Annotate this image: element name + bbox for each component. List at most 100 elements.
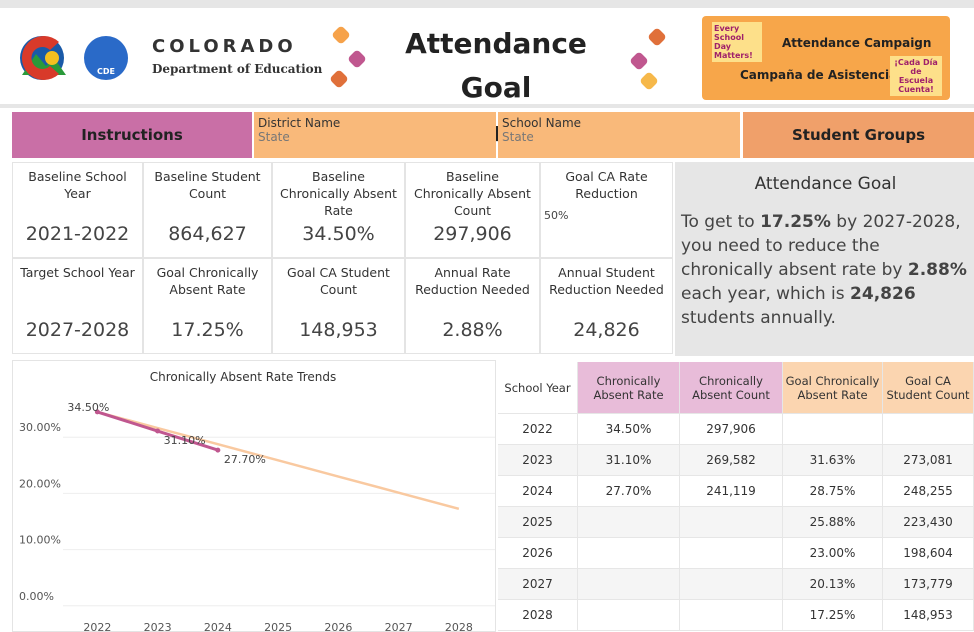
y-tick-label: 20.00% [19,477,61,490]
table-cell: 31.63% [783,445,883,476]
stat-label: Goal CA Rate Reduction [545,168,668,202]
stat-card: Goal CA Rate Reduction50% [540,162,673,258]
campaign-english: Attendance Campaign [782,36,931,50]
table-cell: 34.50% [578,414,680,445]
stat-card: Annual Rate Reduction Needed 2.88% [405,258,540,354]
stat-label: Baseline Chronically Absent Rate [277,168,400,219]
goal-panel: Attendance Goal To get to 17.25% by 2027… [675,162,974,356]
stat-label: Baseline Chronically Absent Count [410,168,535,219]
campaign-banner: Every School Day Matters! Attendance Cam… [702,16,950,100]
column-header: Chronically Absent Rate [578,362,680,414]
page: CDE COLORADO Department of Education Att… [0,0,974,632]
stat-value: 17.25% [144,319,271,341]
table-cell: 20.13% [783,569,883,600]
table-cell [883,414,974,445]
stat-value: 148,953 [273,319,404,341]
data-label: 31.10% [164,434,206,447]
x-tick-label: 2026 [324,621,352,632]
table-cell: 173,779 [883,569,974,600]
column-header: School Year [498,362,578,414]
table-cell: 2028 [498,600,578,631]
stat-card: Annual Student Reduction Needed 24,826 [540,258,673,354]
table-cell: 2022 [498,414,578,445]
series-line [97,412,459,509]
table-cell: 273,081 [883,445,974,476]
stat-label: Annual Student Reduction Needed [545,264,668,298]
table-cell: 2025 [498,507,578,538]
stat-card: Baseline Student Count 864,627 [143,162,272,258]
table-cell: 148,953 [883,600,974,631]
x-tick-label: 2023 [144,621,172,632]
filter-label: District Name [258,116,492,130]
campaign-spanish-tagline: ¡Cada Día de Escuela Cuenta! [890,56,942,96]
filter-label: School Name [502,116,736,130]
x-tick-label: 2027 [385,621,413,632]
table-cell [680,600,783,631]
goal-text-part: To get to [681,212,760,232]
stat-value: 2021-2022 [13,223,142,245]
point [215,448,220,453]
stat-label: Target School Year [17,264,138,281]
table-cell [578,569,680,600]
brand: COLORADO [152,36,297,57]
stat-label: Baseline School Year [17,168,138,202]
department: Department of Education [152,62,322,76]
stat-card: Baseline School Year 2021-2022 [12,162,143,258]
stat-label: Goal Chronically Absent Rate [148,264,267,298]
table-cell: 23.00% [783,538,883,569]
goal-title: Attendance Goal [681,174,970,194]
data-label: 34.50% [67,401,109,414]
goal-highlight: 17.25% [760,212,831,232]
table-cell: 17.25% [783,600,883,631]
stat-value: 2027-2028 [13,319,142,341]
y-tick-label: 10.00% [19,534,61,547]
table-cell: 2026 [498,538,578,569]
table: School YearChronically Absent RateChroni… [498,362,974,632]
table-cell: 2023 [498,445,578,476]
stat-value: 24,826 [541,319,672,341]
x-tick-label: 2028 [445,621,473,632]
column-header: Chronically Absent Count [680,362,783,414]
table-cell: 2027 [498,569,578,600]
stat-card: Goal Chronically Absent Rate 17.25% [143,258,272,354]
table-cell [578,507,680,538]
stat-card: Baseline Chronically Absent Count297,906 [405,162,540,258]
student-groups-button[interactable]: Student Groups [743,112,974,158]
title-line: Attendance [380,22,612,66]
stat-card: Target School Year 2027-2028 [12,258,143,354]
stat-label: Annual Rate Reduction Needed [410,264,535,298]
table-cell [578,600,680,631]
y-tick-label: 0.00% [19,590,54,603]
y-tick-label: 30.00% [19,421,61,434]
table-cell: 297,906 [680,414,783,445]
goal-text-part: students annually. [681,308,836,328]
table-cell: 25.88% [783,507,883,538]
table-cell [680,507,783,538]
chart-title: Chronically Absent Rate Trends [150,370,336,384]
filter-value: State [502,130,736,144]
data-label: 27.70% [224,453,266,466]
instructions-button[interactable]: Instructions [12,112,252,158]
stat-label: Goal CA Student Count [277,264,400,298]
table-cell: 2024 [498,476,578,507]
table-cell [680,538,783,569]
table-cell: 223,430 [883,507,974,538]
table-cell [783,414,883,445]
table-cell: 31.10% [578,445,680,476]
campaign-spanish: Campaña de Asistencia [740,68,897,82]
table-cell: 248,255 [883,476,974,507]
table-cell: 27.70% [578,476,680,507]
logo-badge: CDE [97,67,115,76]
stat-label: Baseline Student Count [148,168,267,202]
filter-value: State [258,130,492,144]
point [155,429,160,434]
table-cell: 198,604 [883,538,974,569]
column-header: Goal CA Student Count [883,362,974,414]
campaign-tagline: Every School Day Matters! [712,22,762,62]
table-cell: 241,119 [680,476,783,507]
stat-value: 864,627 [144,223,271,245]
stat-card: Goal CA Student Count 148,953 [272,258,405,354]
stat-value: 2.88% [406,319,539,341]
